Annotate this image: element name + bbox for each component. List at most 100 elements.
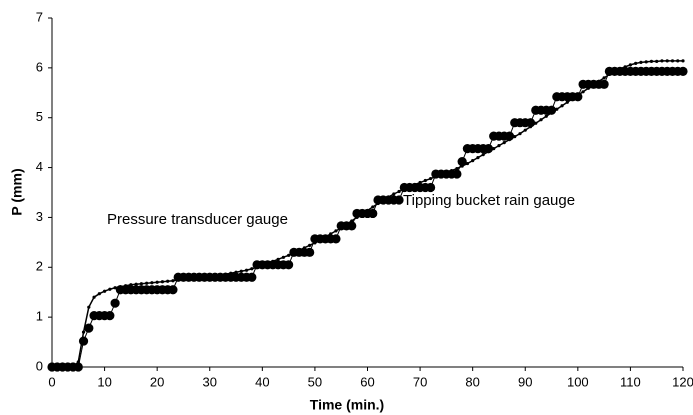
data-point xyxy=(681,59,685,63)
data-point xyxy=(455,166,459,171)
x-tick-label: 30 xyxy=(203,374,217,389)
x-tick-label: 120 xyxy=(672,374,693,389)
data-point xyxy=(160,280,165,284)
x-tick-label: 0 xyxy=(48,374,55,389)
x-tick-label: 20 xyxy=(150,374,164,389)
y-axis-label: P (mm) xyxy=(9,168,25,215)
data-point xyxy=(168,285,178,295)
y-tick-label: 7 xyxy=(36,9,43,24)
x-axis-label: Time (min.) xyxy=(310,397,384,413)
data-point xyxy=(426,182,436,193)
data-point xyxy=(92,295,96,299)
data-point xyxy=(476,156,480,160)
data-point xyxy=(102,289,107,293)
data-point xyxy=(523,128,527,132)
data-point xyxy=(281,255,285,259)
data-point xyxy=(250,267,254,271)
y-tick-label: 5 xyxy=(36,109,43,124)
data-point xyxy=(544,114,548,118)
data-point xyxy=(423,178,427,183)
data-point xyxy=(397,189,401,194)
data-point xyxy=(276,257,280,261)
data-point xyxy=(429,176,433,181)
data-point xyxy=(287,253,291,257)
data-point xyxy=(525,118,536,128)
data-point xyxy=(655,59,659,63)
data-point xyxy=(628,63,633,67)
annotation: Pressure transducer gauge xyxy=(107,211,288,228)
data-point xyxy=(599,79,609,89)
data-point xyxy=(504,131,515,141)
data-point xyxy=(539,118,543,122)
data-point xyxy=(678,66,688,76)
x-tick-label: 90 xyxy=(518,374,532,389)
data-point xyxy=(481,153,485,157)
data-point xyxy=(81,330,86,334)
y-tick-label: 0 xyxy=(36,358,43,373)
data-point xyxy=(371,205,375,209)
data-point xyxy=(602,76,606,80)
y-tick-label: 1 xyxy=(36,309,43,324)
data-point xyxy=(139,282,143,286)
data-point xyxy=(518,132,522,136)
data-point xyxy=(452,169,462,179)
data-point xyxy=(676,59,680,63)
x-tick-label: 110 xyxy=(620,374,641,389)
data-point xyxy=(573,92,583,102)
y-tick-label: 6 xyxy=(36,59,43,74)
data-point xyxy=(546,105,557,115)
data-point xyxy=(560,104,564,108)
x-tick-label: 60 xyxy=(360,374,374,389)
data-point xyxy=(644,60,648,64)
data-point xyxy=(665,59,669,63)
y-tick-label: 2 xyxy=(36,259,43,274)
data-point xyxy=(108,287,112,291)
data-point xyxy=(634,61,638,65)
x-tick-label: 40 xyxy=(255,374,269,389)
x-tick-label: 70 xyxy=(413,374,427,389)
data-point xyxy=(483,144,494,154)
data-point xyxy=(73,362,83,372)
data-point xyxy=(331,234,341,244)
data-point xyxy=(284,260,294,270)
data-point xyxy=(97,292,101,296)
data-point xyxy=(660,59,664,63)
data-point xyxy=(105,311,115,321)
data-point xyxy=(244,268,249,272)
data-point xyxy=(347,221,357,231)
y-tick-label: 4 xyxy=(36,159,43,174)
data-point xyxy=(113,286,117,290)
data-point xyxy=(392,192,396,196)
data-point xyxy=(368,208,378,219)
data-point xyxy=(305,247,315,257)
data-point xyxy=(78,336,89,346)
data-point xyxy=(465,161,470,166)
data-point xyxy=(247,272,257,282)
data-point xyxy=(639,60,643,64)
data-point xyxy=(155,280,159,284)
data-point xyxy=(110,298,120,308)
x-tick-label: 10 xyxy=(97,374,111,389)
data-point xyxy=(87,305,91,309)
data-point xyxy=(166,279,170,283)
data-point xyxy=(502,141,506,145)
data-point xyxy=(150,281,154,285)
data-point xyxy=(471,158,475,163)
data-point xyxy=(145,281,149,285)
data-point xyxy=(334,229,338,233)
data-point xyxy=(565,100,569,104)
data-point xyxy=(308,243,312,247)
data-point xyxy=(134,282,138,286)
x-tick-label: 100 xyxy=(567,374,589,389)
data-point xyxy=(457,156,467,167)
x-tick-label: 80 xyxy=(465,374,479,389)
data-point xyxy=(581,90,585,94)
data-point xyxy=(394,195,404,205)
y-tick-label: 3 xyxy=(36,209,43,224)
data-point xyxy=(84,323,94,333)
annotation: Tipping bucket rain gauge xyxy=(403,192,575,209)
data-point xyxy=(670,59,675,63)
x-tick-label: 50 xyxy=(308,374,322,389)
data-point xyxy=(239,269,243,273)
